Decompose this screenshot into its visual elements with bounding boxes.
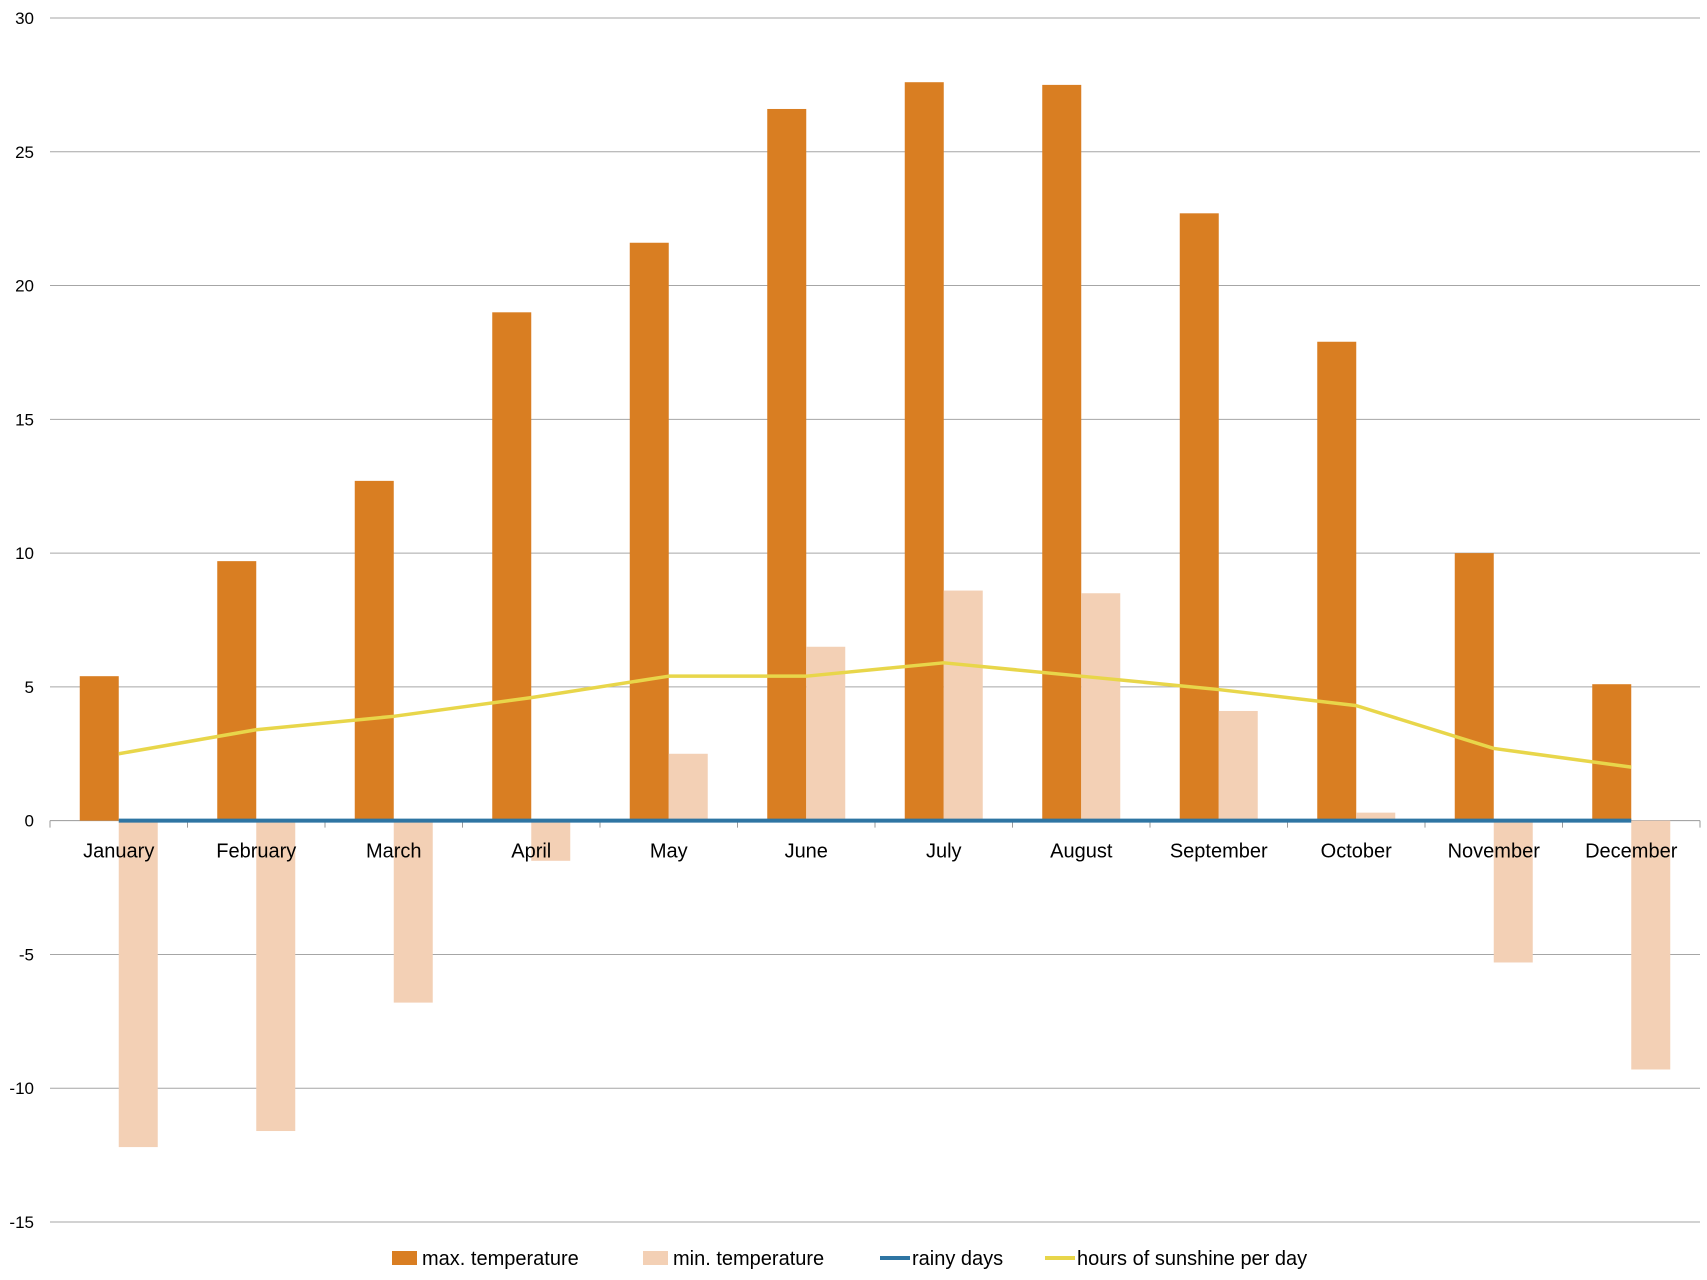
x-category-label: May bbox=[650, 841, 688, 863]
min-temperature-bar bbox=[1493, 820, 1533, 963]
y-tick-label: -5 bbox=[19, 945, 34, 964]
y-tick-label: -15 bbox=[9, 1213, 34, 1232]
x-category-label: November bbox=[1448, 841, 1541, 863]
y-tick-label: 5 bbox=[25, 678, 34, 697]
x-category-label: April bbox=[511, 841, 551, 863]
line-series bbox=[118, 661, 1632, 823]
max-temperature-bar bbox=[1179, 213, 1219, 821]
min-temperature-bar bbox=[256, 820, 296, 1132]
max-temperature-bar bbox=[354, 480, 394, 821]
legend-label: min. temperature bbox=[673, 1248, 824, 1270]
max-temperature-bar bbox=[1454, 553, 1494, 821]
max-temperature-bar bbox=[767, 108, 807, 821]
max-temperature-bar bbox=[1042, 84, 1082, 821]
legend-label: max. temperature bbox=[422, 1248, 579, 1270]
legend-swatch bbox=[392, 1251, 417, 1265]
x-category-label: December bbox=[1585, 841, 1678, 863]
y-tick-label: 0 bbox=[25, 812, 34, 831]
legend: max. temperature min. temperature rainy da… bbox=[392, 1248, 1307, 1270]
max-temperature-bar bbox=[1592, 684, 1632, 821]
legend-swatch bbox=[643, 1251, 668, 1265]
y-tick-label: 25 bbox=[15, 143, 34, 162]
sunshine-hours-line bbox=[118, 661, 1632, 769]
y-tick-label: 10 bbox=[15, 544, 34, 563]
x-category-label: August bbox=[1050, 841, 1113, 863]
x-category-label: March bbox=[366, 841, 422, 863]
x-category-label: July bbox=[926, 841, 962, 863]
y-tick-label: 20 bbox=[15, 277, 34, 296]
min-temperature-bar bbox=[943, 590, 983, 821]
x-category-label: October bbox=[1321, 841, 1392, 863]
min-temperature-bar bbox=[531, 820, 571, 861]
y-axis-tick-labels: 30 25 20 15 10 5 0 -5 -10 -15 bbox=[9, 9, 34, 1232]
min-temperature-bar bbox=[1218, 710, 1258, 821]
bar-series bbox=[79, 82, 1671, 1148]
max-temperature-bar bbox=[1317, 341, 1357, 821]
min-temperature-bar bbox=[668, 753, 708, 821]
min-temperature-bar bbox=[1081, 593, 1121, 821]
max-temperature-bar bbox=[79, 676, 119, 821]
min-temperature-bar bbox=[393, 820, 433, 1003]
y-tick-label: -10 bbox=[9, 1079, 34, 1098]
x-axis-category-labels: January February March April May June July Augu… bbox=[83, 841, 1678, 863]
y-tick-label: 15 bbox=[15, 410, 34, 429]
max-temperature-bar bbox=[629, 242, 669, 821]
legend-label: rainy days bbox=[912, 1248, 1003, 1270]
min-temperature-bar bbox=[1631, 820, 1671, 1070]
gridlines bbox=[49, 17, 1701, 1223]
x-category-label: September bbox=[1170, 841, 1268, 863]
x-category-label: February bbox=[216, 841, 296, 863]
x-category-label: January bbox=[83, 841, 154, 863]
y-tick-label: 30 bbox=[15, 9, 34, 28]
max-temperature-bar bbox=[492, 312, 532, 821]
min-temperature-bar bbox=[1356, 812, 1396, 821]
legend-label: hours of sunshine per day bbox=[1077, 1248, 1307, 1270]
max-temperature-bar bbox=[217, 561, 257, 821]
min-temperature-bar bbox=[118, 820, 158, 1148]
max-temperature-bar bbox=[904, 82, 944, 821]
x-category-label: June bbox=[785, 841, 828, 863]
